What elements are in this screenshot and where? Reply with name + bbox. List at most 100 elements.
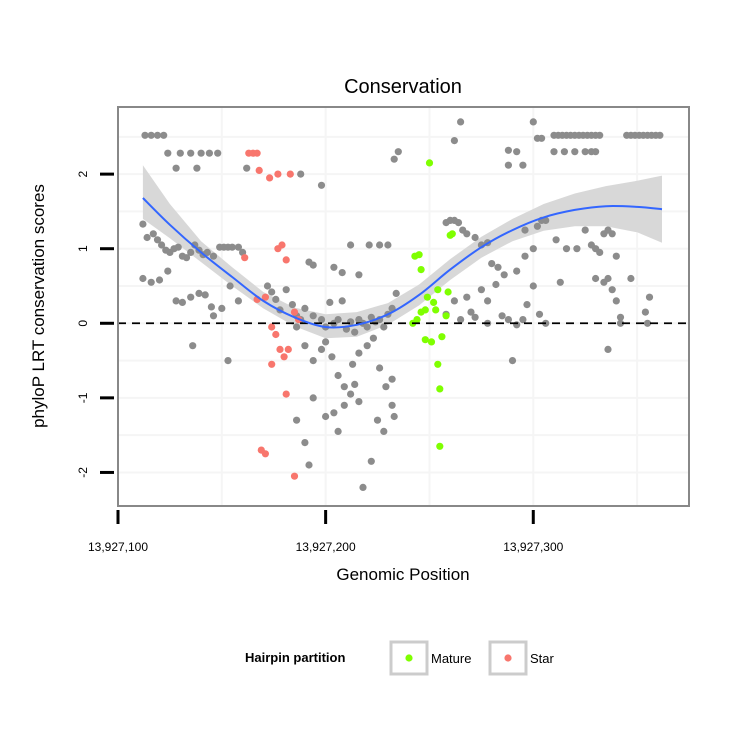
- point-other: [172, 164, 180, 172]
- point-other: [355, 271, 363, 279]
- point-other: [380, 323, 388, 331]
- point-other: [203, 248, 211, 256]
- point-mature: [417, 266, 425, 274]
- point-other: [457, 316, 465, 324]
- point-other: [471, 313, 479, 321]
- point-other: [201, 291, 209, 299]
- point-other: [521, 252, 529, 260]
- point-other: [643, 319, 652, 327]
- point-other: [172, 297, 180, 305]
- point-other: [573, 245, 581, 253]
- point-mature: [442, 312, 450, 320]
- point-star: [255, 166, 263, 174]
- point-other: [592, 148, 600, 156]
- point-star: [274, 170, 282, 178]
- point-other: [641, 308, 650, 316]
- point-other: [384, 241, 392, 249]
- point-other: [363, 342, 371, 350]
- point-other: [187, 293, 195, 301]
- point-other: [392, 289, 400, 297]
- point-other: [463, 293, 471, 301]
- point-other: [365, 241, 373, 249]
- point-star: [282, 390, 290, 398]
- point-other: [309, 261, 317, 269]
- point-other: [317, 316, 326, 324]
- point-other: [155, 276, 164, 284]
- point-other: [224, 357, 232, 365]
- point-other: [388, 401, 396, 409]
- point-other: [182, 254, 191, 262]
- point-other: [529, 282, 537, 290]
- point-other: [616, 319, 625, 327]
- point-other: [494, 263, 502, 271]
- point-other: [521, 226, 529, 234]
- point-other: [139, 274, 147, 283]
- point-other: [218, 304, 226, 312]
- point-other: [328, 353, 336, 361]
- point-other: [513, 267, 521, 275]
- y-axis-title: phyloP LRT conservation scores: [29, 184, 48, 428]
- point-mature: [432, 306, 440, 314]
- legend: Hairpin partition Mature Star: [245, 640, 555, 676]
- point-other: [351, 328, 359, 336]
- smooth-trend-line: [142, 197, 663, 329]
- point-other: [293, 416, 301, 424]
- point-other: [390, 412, 398, 421]
- plot-frame: [117, 106, 690, 507]
- point-other: [272, 295, 280, 303]
- point-other: [301, 304, 309, 312]
- point-other: [234, 243, 242, 251]
- point-other: [347, 390, 355, 398]
- legend-key-star: [488, 640, 528, 676]
- point-other: [552, 236, 560, 244]
- point-other: [492, 280, 500, 289]
- point-other: [581, 226, 589, 234]
- point-other: [388, 375, 396, 383]
- point-star: [290, 308, 299, 316]
- point-star: [278, 241, 286, 249]
- point-other: [457, 118, 465, 126]
- point-other: [214, 149, 222, 157]
- point-other: [340, 401, 348, 409]
- point-mature: [448, 230, 456, 238]
- point-other: [596, 131, 604, 139]
- point-other: [347, 241, 355, 249]
- point-other: [178, 298, 186, 306]
- point-other: [309, 357, 317, 365]
- point-star: [272, 330, 280, 339]
- point-other: [355, 398, 363, 406]
- point-other: [322, 338, 330, 346]
- point-other: [488, 260, 496, 268]
- point-other: [504, 316, 512, 324]
- point-star: [268, 360, 276, 368]
- point-mature: [421, 306, 429, 314]
- point-other: [604, 274, 612, 283]
- point-other: [504, 146, 512, 154]
- point-other: [347, 318, 355, 326]
- point-other: [309, 312, 317, 320]
- point-other: [174, 243, 182, 251]
- point-other: [367, 313, 375, 321]
- y-tick-label: -1: [76, 392, 90, 403]
- y-axis: -2 -1 0 1 2: [76, 170, 114, 478]
- point-other: [542, 216, 550, 224]
- point-other: [305, 461, 313, 469]
- point-star: [282, 256, 290, 264]
- point-mature: [430, 298, 438, 306]
- point-mature: [436, 385, 444, 393]
- point-other: [592, 274, 600, 283]
- x-tick-label: 13,927,300: [503, 540, 563, 554]
- point-mature: [444, 288, 452, 296]
- y-tick-label: 1: [76, 245, 90, 252]
- point-other: [376, 364, 384, 372]
- point-other: [463, 230, 471, 238]
- point-other: [477, 286, 485, 294]
- point-other: [226, 282, 234, 290]
- point-mature: [438, 333, 446, 341]
- point-mature: [434, 286, 442, 294]
- point-other: [176, 149, 184, 157]
- point-other: [608, 230, 616, 238]
- point-other: [529, 118, 537, 126]
- point-other: [394, 148, 402, 156]
- point-other: [297, 170, 305, 178]
